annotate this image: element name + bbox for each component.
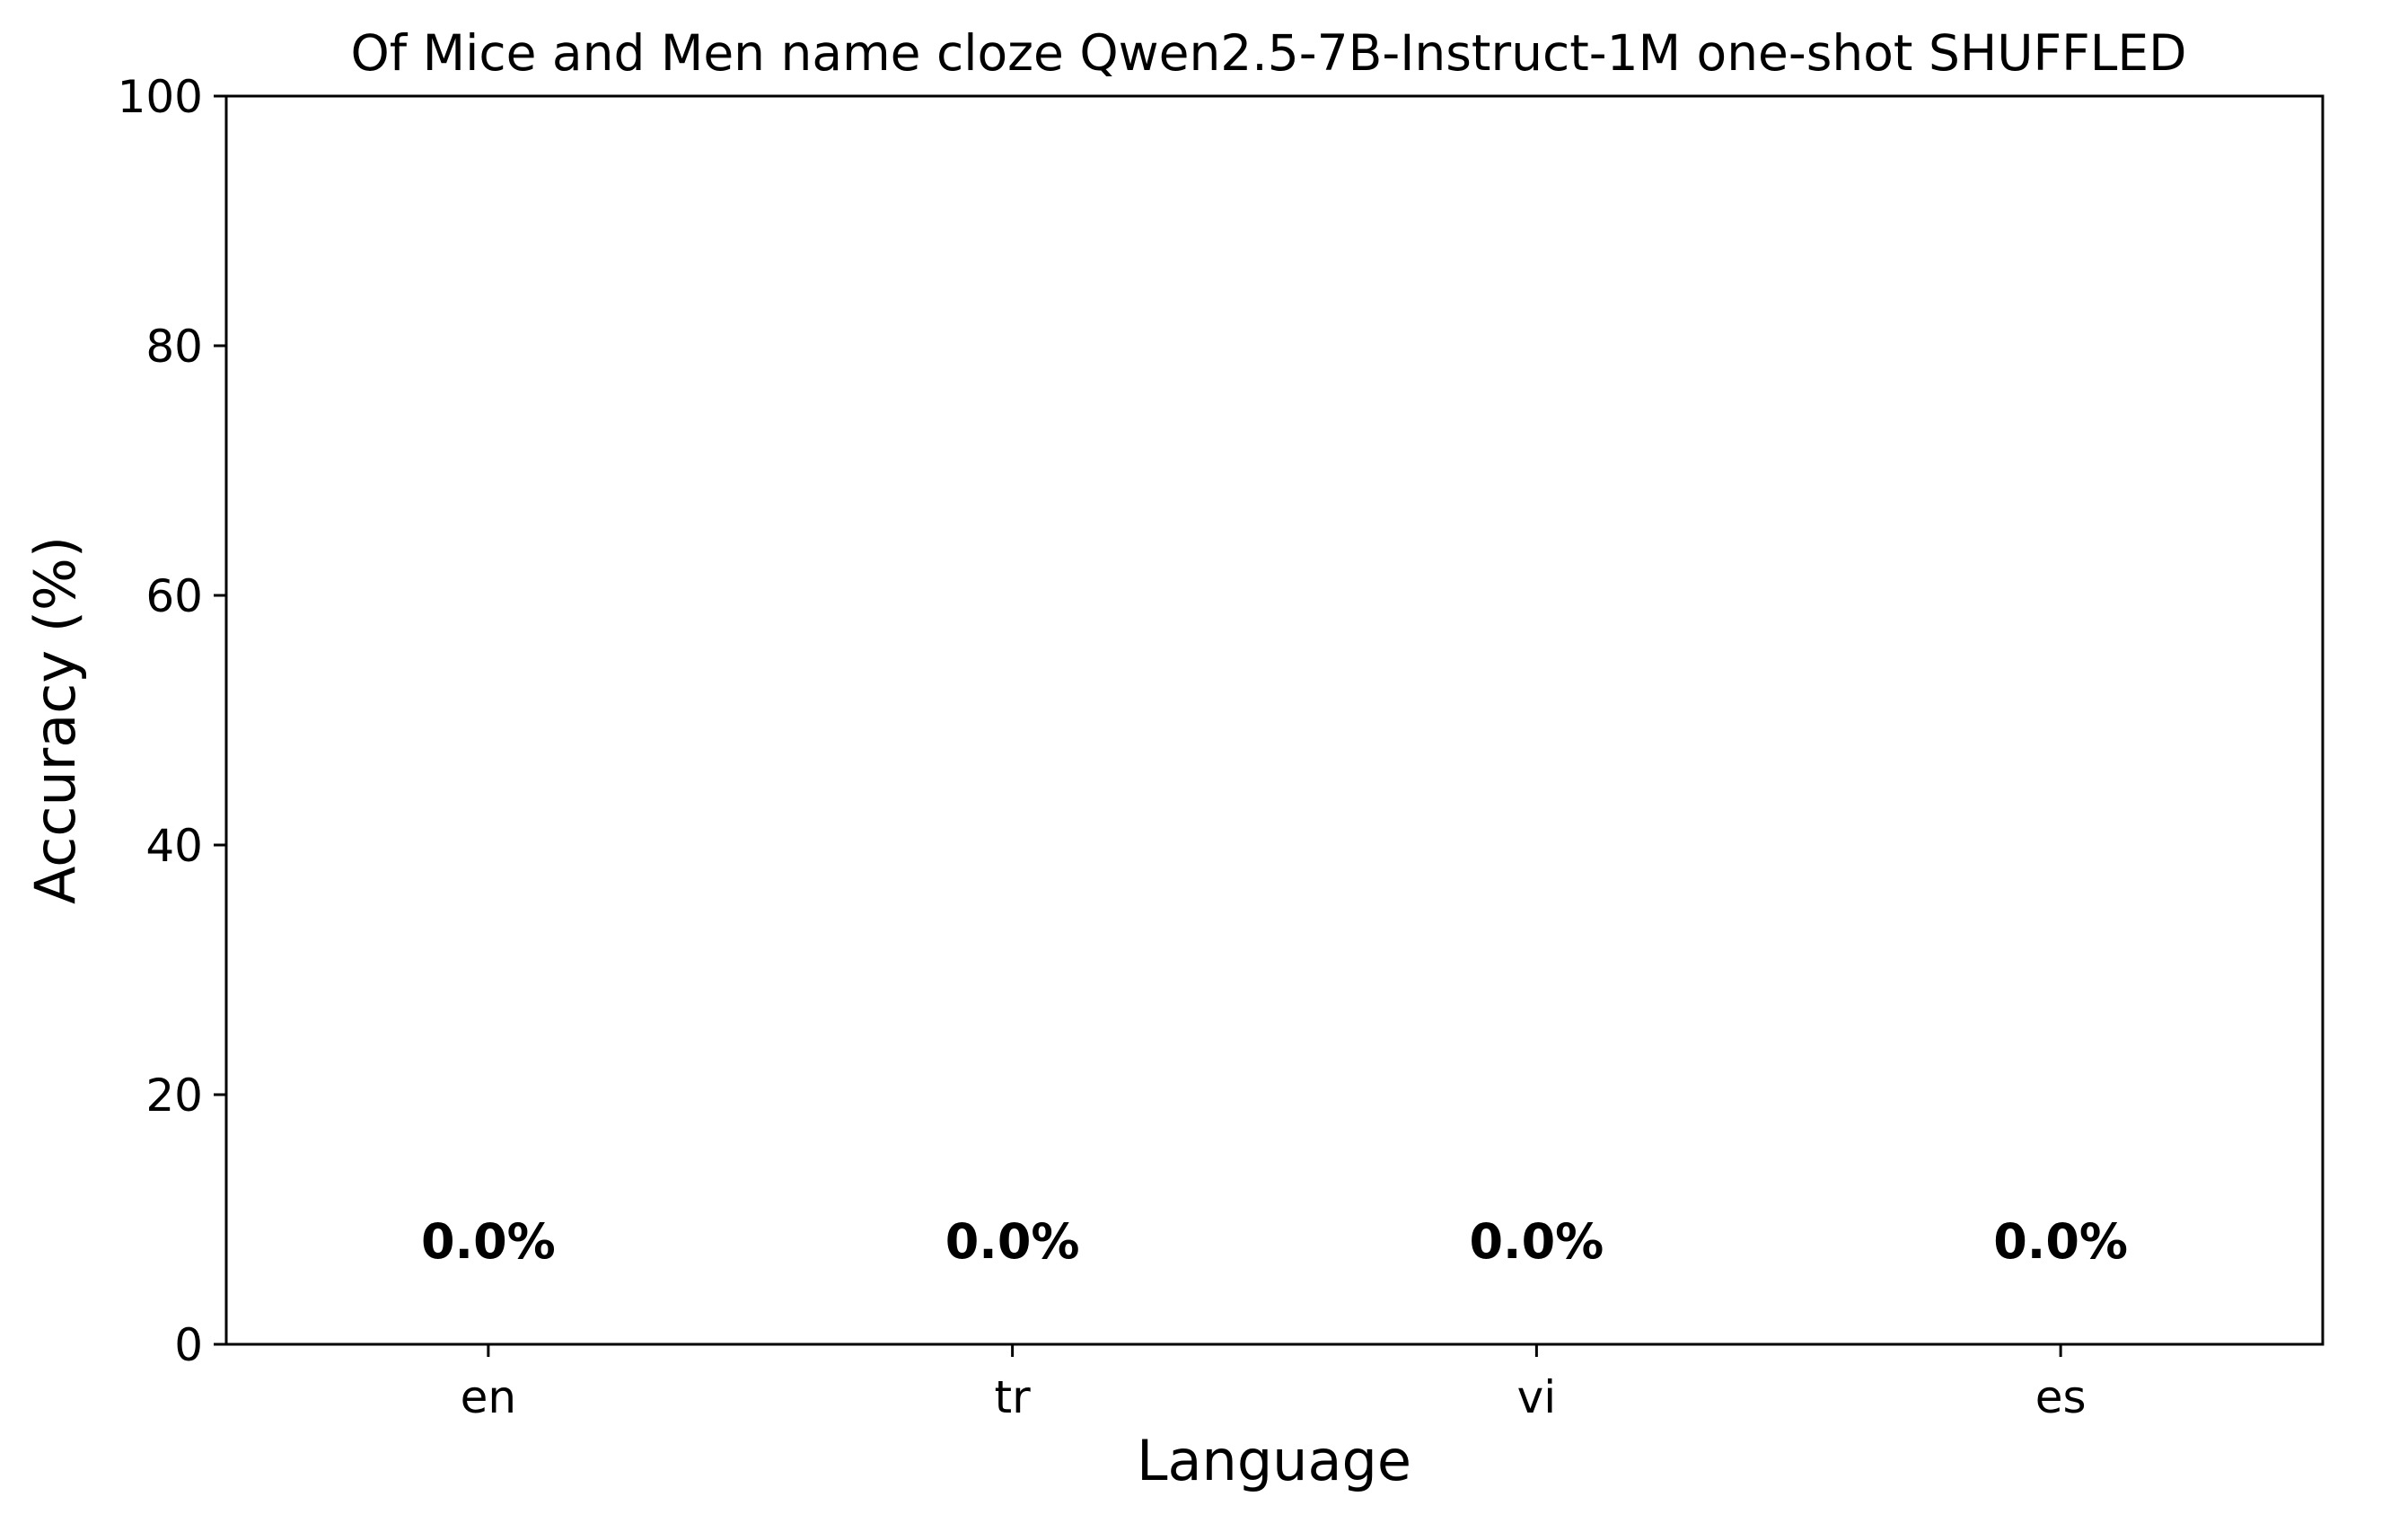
x-tick-label-tr: tr	[995, 1371, 1032, 1423]
bar-value-label-es: 0.0%	[1993, 1213, 2128, 1270]
y-axis: 0 20 40 60 80 100	[118, 71, 226, 1371]
x-tick-label-es: es	[2035, 1371, 2087, 1423]
chart-title: Of Mice and Men name cloze Qwen2.5-7B-In…	[351, 24, 2187, 82]
bar-value-label-en: 0.0%	[421, 1213, 556, 1270]
x-tick-label-vi: vi	[1517, 1371, 1556, 1423]
x-axis-label: Language	[1137, 1428, 1411, 1493]
y-tick-label: 0	[174, 1319, 203, 1371]
y-tick-label: 80	[145, 321, 203, 373]
y-tick-label: 40	[145, 820, 203, 872]
plot-area-frame	[224, 94, 2325, 1346]
bar-value-label-tr: 0.0%	[945, 1213, 1080, 1270]
x-tick-label-en: en	[461, 1371, 516, 1423]
bar-value-label-vi: 0.0%	[1469, 1213, 1604, 1270]
y-axis-label: Accuracy (%)	[22, 536, 88, 904]
bar-value-labels: 0.0% 0.0% 0.0% 0.0%	[421, 1213, 2128, 1270]
y-tick-label: 20	[145, 1070, 203, 1122]
y-tick-label: 100	[118, 71, 203, 123]
y-tick-label: 60	[145, 570, 203, 622]
x-axis: en tr vi es	[461, 1344, 2087, 1423]
